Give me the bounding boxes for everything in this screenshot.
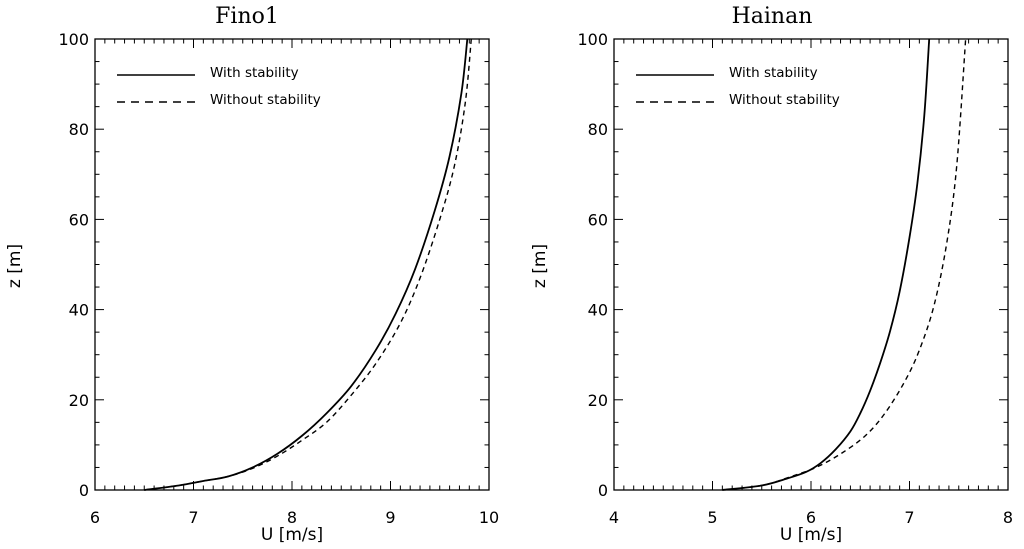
x-axis-label: U [m/s] <box>780 525 842 545</box>
y-tick-label: 80 <box>588 120 608 139</box>
series-line-without-stability <box>144 38 472 491</box>
x-tick-label: 8 <box>1003 508 1013 527</box>
x-tick-label: 7 <box>188 508 198 527</box>
y-tick-label: 20 <box>69 391 89 410</box>
y-tick-label: 100 <box>58 30 89 49</box>
y-tick-label: 40 <box>69 301 89 320</box>
y-tick-label: 60 <box>69 210 89 229</box>
y-tick-label: 80 <box>69 120 89 139</box>
x-tick-label: 5 <box>707 508 717 527</box>
series-line-with-stability <box>722 38 931 491</box>
legend-label: Without stability <box>729 92 840 108</box>
x-tick-label: 8 <box>287 508 297 527</box>
x-axis-label: U [m/s] <box>261 525 323 545</box>
legend-label: Without stability <box>210 92 321 108</box>
chart-title: Hainan <box>732 4 813 29</box>
y-tick-label: 20 <box>588 391 608 410</box>
x-tick-label: 10 <box>479 508 499 527</box>
legend-label: With stability <box>729 65 818 81</box>
x-tick-label: 6 <box>806 508 816 527</box>
x-tick-label: 9 <box>385 508 395 527</box>
y-axis-label: z [m] <box>5 244 25 288</box>
y-tick-label: 40 <box>588 301 608 320</box>
y-axis-label: z [m] <box>530 244 550 288</box>
legend-label: With stability <box>210 65 299 81</box>
x-tick-label: 4 <box>609 508 619 527</box>
x-tick-label: 7 <box>904 508 914 527</box>
y-tick-label: 60 <box>588 210 608 229</box>
chart-title: Fino1 <box>215 4 279 29</box>
y-tick-label: 0 <box>598 481 608 500</box>
panel-fino1: Fino1 U [m/s] z [m] 6 7 8 9 10020406080100Wi… <box>5 4 499 545</box>
y-tick-label: 0 <box>79 481 89 500</box>
panel-hainan: Hainan U [m/s] z [m] 4 5 6 7 8020406080100Wi… <box>530 4 1013 545</box>
x-tick-label: 6 <box>90 508 100 527</box>
y-tick-label: 100 <box>577 30 608 49</box>
